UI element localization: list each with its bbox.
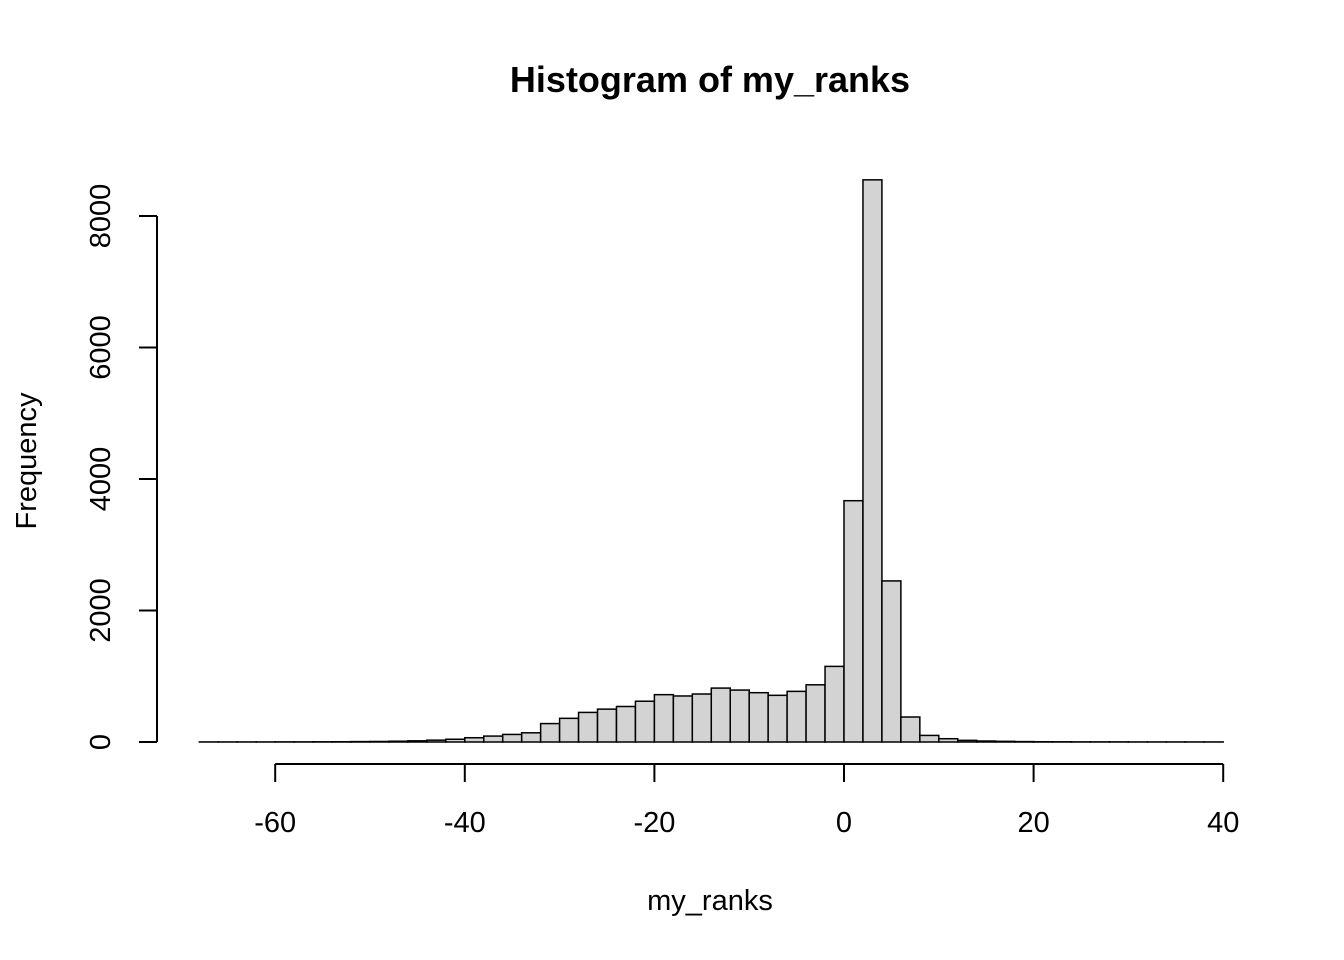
histogram-bar	[729, 689, 750, 743]
histogram-bar	[938, 737, 959, 743]
histogram-bars	[198, 179, 1224, 743]
histogram-bar	[919, 734, 940, 743]
x-tick-label: -20	[633, 807, 675, 839]
histogram-bar	[767, 694, 788, 743]
histogram-bar	[464, 736, 485, 743]
histogram-bar	[634, 700, 656, 743]
histogram-bar	[483, 735, 504, 743]
histogram-bar	[710, 687, 731, 743]
histogram-bar	[748, 691, 769, 743]
x-tick-label: 0	[836, 807, 852, 839]
histogram-bar	[881, 580, 902, 743]
histogram-bar	[786, 690, 807, 743]
histogram-bar	[975, 740, 997, 743]
y-tick-label: 4000	[85, 447, 117, 512]
x-axis: -60 -40 -20 0 20 40	[254, 763, 1239, 839]
histogram-bar	[994, 740, 1016, 743]
x-axis-label: my_ranks	[647, 885, 773, 917]
x-tick-label: 20	[1017, 807, 1049, 839]
histogram-bar	[558, 717, 580, 743]
y-tick-label: 6000	[85, 315, 117, 380]
histogram-bar	[596, 708, 618, 743]
x-tick-label: -60	[254, 807, 296, 839]
histogram-bar	[691, 693, 713, 743]
histogram-bar	[520, 732, 542, 743]
chart-title: Histogram of my_ranks	[510, 59, 910, 100]
x-tick-label: 40	[1207, 807, 1239, 839]
histogram-bar	[426, 739, 447, 743]
histogram-bar	[805, 684, 826, 743]
histogram-bar	[824, 665, 845, 743]
histogram-bar	[577, 711, 599, 743]
histogram-bar	[843, 499, 864, 743]
histogram-bar	[672, 695, 694, 743]
histogram-bar	[653, 693, 675, 743]
y-axis-label: Frequency	[11, 392, 43, 530]
y-axis: 0 2000 4000 6000 8000	[85, 184, 158, 750]
histogram-bar	[539, 722, 561, 743]
x-tick-label: -40	[444, 807, 486, 839]
histogram-bar	[501, 733, 523, 743]
histogram-bar	[388, 740, 409, 743]
histogram-bar	[862, 179, 883, 743]
histogram-bar	[615, 705, 637, 743]
y-tick-label: 2000	[85, 578, 117, 643]
y-tick-label: 8000	[85, 184, 117, 249]
histogram-bar	[445, 738, 466, 743]
y-tick-label: 0	[85, 734, 117, 750]
histogram-bar	[369, 740, 390, 743]
histogram-bar	[957, 739, 978, 743]
histogram-bar	[900, 716, 921, 743]
histogram-bar	[407, 740, 428, 743]
